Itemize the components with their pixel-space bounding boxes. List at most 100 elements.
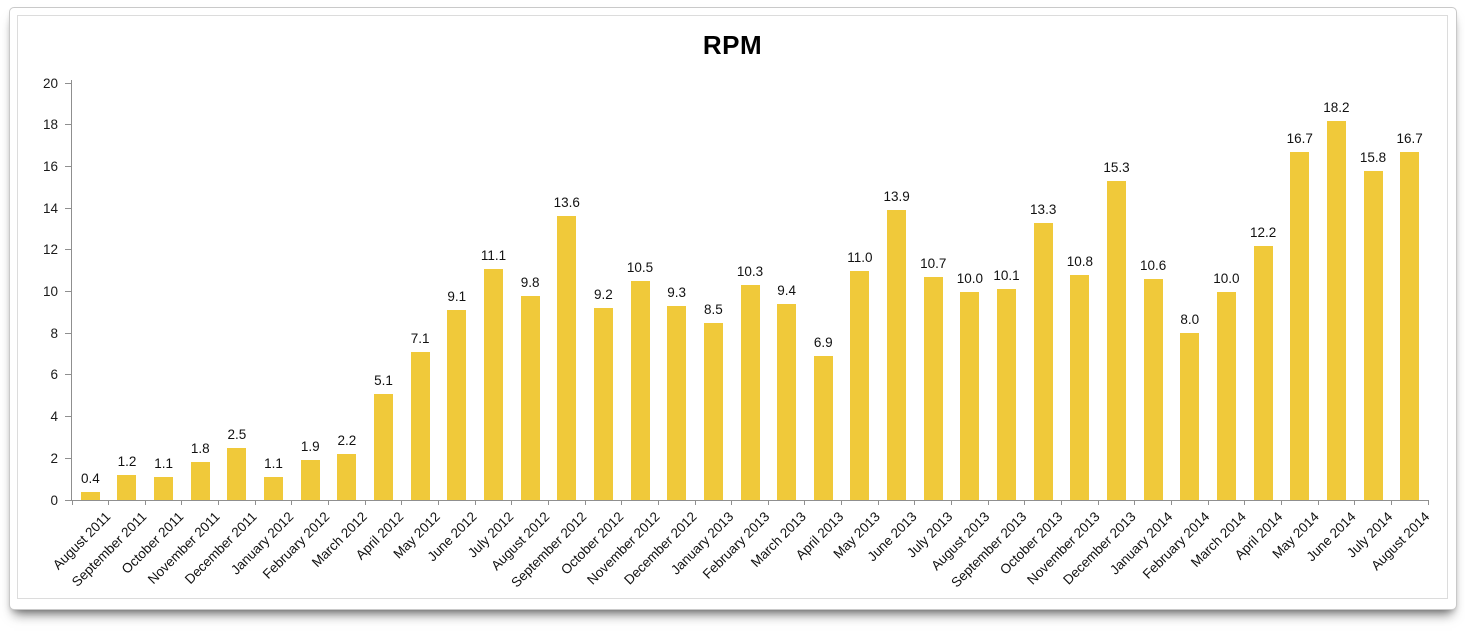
y-axis-tick-label: 8 (50, 325, 58, 341)
x-axis-tick (914, 500, 916, 505)
bar-value-label: 16.7 (1396, 130, 1423, 146)
bar (117, 474, 137, 500)
bar-value-label: 15.3 (1103, 159, 1130, 175)
x-axis-tick (1427, 500, 1429, 505)
bar-value-label: 10.0 (956, 270, 984, 286)
y-axis-tick-label: 18 (42, 117, 58, 133)
y-axis-tick (65, 165, 71, 167)
x-axis-tick (621, 500, 623, 505)
bar-value-label: 9.3 (667, 285, 687, 301)
x-axis-tick (1061, 500, 1062, 505)
y-axis-tick (65, 332, 71, 334)
y-axis-tick-label: 4 (50, 409, 58, 425)
y-axis-tick (65, 499, 71, 501)
x-axis-tick (108, 500, 110, 505)
x-axis-tick (218, 500, 220, 505)
bar-value-label: 5.1 (374, 372, 393, 388)
x-axis-tick (1134, 500, 1136, 505)
x-axis-tick (1170, 500, 1172, 505)
x-axis-tick (1354, 500, 1356, 505)
bar (557, 216, 577, 500)
x-axis-tick (511, 500, 513, 505)
x-axis-tick (181, 500, 183, 505)
x-axis-tick (584, 500, 586, 505)
bar-chart-plot-area: 0 2 4 6 8 10 12 14 16 18 20 0.4 August 2011 1.2 Septem… (43, 76, 1432, 591)
x-axis-tick (401, 500, 403, 505)
x-axis-tick (364, 500, 366, 505)
bar-value-label: 7.1 (410, 330, 430, 346)
y-axis-tick-label: 16 (42, 158, 58, 174)
y-axis-tick-label: 20 (42, 75, 58, 91)
bar (887, 210, 907, 500)
x-axis-tick (254, 500, 256, 505)
x-axis-tick (657, 500, 659, 505)
bar (1070, 274, 1090, 500)
y-axis-tick (65, 249, 71, 251)
bar (1363, 170, 1383, 500)
bar (740, 285, 760, 500)
y-axis-tick (65, 124, 71, 126)
bar-value-label: 18.2 (1323, 99, 1350, 115)
y-axis-tick-label: 6 (50, 367, 58, 383)
bar-value-label: 1.9 (300, 439, 320, 455)
bar (190, 462, 210, 500)
bar (850, 270, 870, 500)
bar-value-label: 13.3 (1030, 201, 1057, 217)
bar (960, 291, 980, 500)
bar-value-label: 9.2 (594, 287, 613, 303)
bar-value-label: 9.8 (520, 274, 540, 290)
x-axis-tick (804, 500, 806, 505)
y-axis-tick-label: 2 (50, 450, 58, 466)
bar-value-label: 9.4 (777, 283, 797, 298)
bar-value-label: 10.6 (1139, 257, 1167, 273)
bar (300, 460, 320, 500)
bar (593, 308, 613, 500)
x-axis-tick (694, 500, 696, 505)
x-axis-tick (474, 500, 476, 505)
bar (1326, 120, 1346, 500)
y-axis-tick-label: 12 (42, 242, 58, 258)
bar (264, 477, 284, 500)
y-axis-tick (65, 374, 71, 376)
x-axis-tick (1390, 500, 1392, 505)
bar (703, 322, 723, 500)
bar-value-label: 6.9 (813, 335, 833, 351)
bar (374, 393, 393, 500)
bar (1253, 245, 1273, 500)
bar-value-label: 16.7 (1286, 130, 1313, 146)
bar (447, 310, 467, 500)
bar-value-label: 1.2 (117, 453, 137, 469)
bar (483, 268, 503, 500)
bar-value-label: 10.7 (920, 255, 947, 271)
y-axis-tick (65, 416, 71, 418)
bar-value-label: 2.2 (337, 433, 357, 449)
x-axis-tick (1207, 500, 1209, 505)
bar-value-label: 8.5 (703, 301, 723, 317)
bar-value-label: 8.0 (1180, 312, 1200, 328)
y-axis-tick (65, 82, 71, 84)
bar-value-label: 11.0 (847, 249, 873, 265)
y-axis-tick (65, 457, 71, 459)
bar (923, 276, 943, 500)
bar (1290, 151, 1310, 500)
bar-value-label: 10.5 (626, 260, 654, 276)
x-axis-tick (328, 500, 330, 505)
x-axis-tick (767, 500, 769, 505)
y-axis-tick-label: 14 (42, 200, 58, 216)
bar (777, 304, 797, 500)
y-axis-tick (65, 291, 71, 292)
bar-value-label: 10.0 (1213, 270, 1240, 286)
y-axis-tick (65, 207, 71, 209)
bar (1400, 151, 1420, 500)
bar-value-label: 10.8 (1066, 253, 1093, 269)
bar (520, 295, 540, 500)
bar-value-label: 15.8 (1359, 149, 1387, 165)
bar (227, 447, 247, 500)
x-axis-tick (877, 500, 879, 505)
bar-value-label: 12.2 (1249, 224, 1277, 240)
bar-value-label: 1.1 (154, 456, 173, 472)
bar (1216, 291, 1236, 500)
x-axis-tick (1244, 500, 1246, 505)
y-axis-line (71, 80, 72, 501)
x-axis-tick (841, 500, 843, 505)
